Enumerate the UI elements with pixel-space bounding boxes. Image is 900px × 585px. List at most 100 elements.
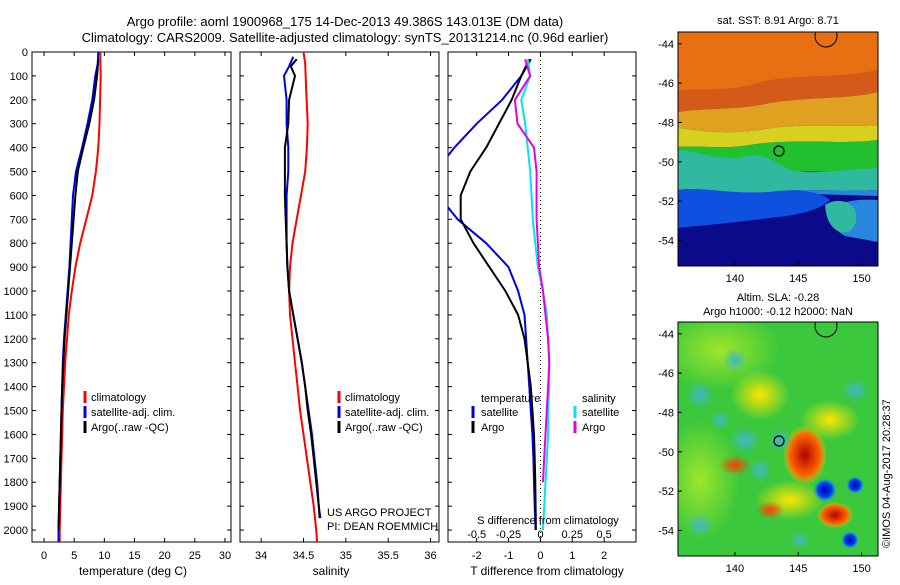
s-diff-tick-label: -0.5 [467,529,486,541]
sst-map-axes: 140 145 150 -44 -46 -48 -50 -52 -54 [658,39,871,285]
temperature-panel: 0 5 10 15 20 25 30 [32,51,231,562]
map-y-tick-label: -48 [658,117,674,129]
depth-tick-label: 1000 [4,286,28,298]
map-y-tick-label: -48 [658,407,674,419]
depth-tick-label: 1600 [4,429,28,441]
temperature-legend: climatology satellite-adj. clim. Argo(..… [83,391,175,434]
depth-tick-label: 700 [10,214,28,226]
x-tick-label: -1 [504,550,514,562]
map-y-tick-label: -44 [658,329,674,341]
series-line-temperature-argo [459,58,537,531]
s-diff-tick-label: -0.25 [496,529,521,541]
series-group [448,52,551,542]
sst-map-frame [677,31,879,267]
map-y-tick-label: -54 [658,235,674,247]
temperature-panel-frame [31,51,232,543]
depth-tick-label: 500 [10,167,28,179]
legend-label-s-satellite: satellite [582,407,619,419]
difference-panel: -2 -1 0 1 2 -0.5 -0.25 0 0.25 0.5 [448,51,636,562]
salinity-panel-frame [239,51,440,543]
depth-tick-label: 300 [10,119,28,131]
depth-tick-label: 1400 [4,382,28,394]
depth-tick-label: 600 [10,190,28,202]
series-line-argo-raw-qc- [57,59,100,531]
sst-map-title: sat. SST: 8.91 Argo: 8.71 [717,15,839,27]
depth-tick-label: 1100 [4,310,28,322]
s-diff-tick-label: 0 [537,529,543,541]
x-tick-label: 34.5 [293,550,314,562]
x-tick-label: -2 [472,550,482,562]
credit-text: US ARGO PROJECT [327,507,432,519]
map-y-tick-label: -52 [658,196,674,208]
x-tick-label: 35.5 [377,550,398,562]
sla-map-axes: 140 145 150 -44 -46 -48 -50 -52 -54 [658,329,871,575]
sla-map-subtitle: Argo h1000: -0.12 h2000: NaN [703,306,853,318]
legend-label-argo: Argo(..raw -QC) [91,422,169,434]
x-tick-label: 34 [255,550,267,562]
depth-tick-label: 100 [10,71,28,83]
x-tick-label: 30 [219,550,231,562]
x-tick-label: 36 [424,550,436,562]
x-tick-label: 25 [189,550,201,562]
sla-map-title: Altim. SLA: -0.28 [737,292,820,304]
depth-tick-label: 1300 [4,358,28,370]
sst-map-image [678,32,878,266]
map-y-tick-label: -50 [658,157,674,169]
x-tick-label: 10 [98,550,110,562]
s-difference-axis-label: S difference from climatology [477,515,619,527]
depth-axis-labels: 0 100 200 300 400 500 600 700 800 900 1000 1100 1200… [4,47,28,537]
map-y-tick-label: -46 [658,78,674,90]
map-x-tick-label: 140 [726,563,744,575]
series-line-argo-raw-qc- [283,58,321,519]
pi-text: PI: DEAN ROEMMICH [327,521,438,533]
x-tick-label: 20 [159,550,171,562]
x-tick-label: 5 [71,550,77,562]
map-x-tick-label: 145 [789,563,807,575]
legend-label-satellite: satellite-adj. clim. [91,407,175,419]
depth-tick-label: 2000 [4,525,28,537]
series-line-salinity-argo [513,58,551,483]
depth-tick-label: 800 [10,238,28,250]
legend-heading-salinity: salinity [582,393,616,405]
depth-tick-label: 200 [10,95,28,107]
map-x-tick-label: 150 [852,273,870,285]
series-line-climatology [58,52,102,542]
legend-label-t-argo: Argo [481,422,504,434]
profile-location-marker [773,435,785,447]
map-y-tick-label: -44 [658,39,674,51]
legend-label-s-argo: Argo [582,422,605,434]
depth-tick-label: 1900 [4,501,28,513]
depth-tick-label: 1700 [4,453,28,465]
s-diff-tick-label: 0.5 [596,529,611,541]
s-diff-tick-label: 0.25 [562,529,583,541]
map-x-tick-label: 150 [852,563,870,575]
sla-map-frame [677,321,879,557]
legend-label-climatology: climatology [345,392,401,404]
series-group [283,52,322,542]
x-tick-label: 0 [537,550,543,562]
legend-label-satellite: satellite-adj. clim. [345,407,429,419]
difference-panel-frame [447,51,637,543]
depth-tick-label: 400 [10,143,28,155]
depth-tick-label: 1200 [4,334,28,346]
legend-label-argo: Argo(..raw -QC) [345,422,423,434]
difference-legend: temperature satellite Argo salinity sate… [471,393,619,434]
x-tick-label: 35 [340,550,352,562]
map-y-tick-label: -52 [658,486,674,498]
timestamp-watermark: ©IMOS 04-Aug-2017 20:28:37 [881,399,893,548]
series-group [57,52,102,542]
salinity-axis-label: salinity [313,564,350,578]
figure-title: Argo profile: aoml 1900968_175 14-Dec-20… [127,14,564,29]
salinity-panel: 34 34.5 35 35.5 36 [240,51,439,562]
series-line-temperature-satellite [448,58,537,531]
t-difference-axis-label: T difference from climatology [470,564,624,578]
legend-label-climatology: climatology [91,392,147,404]
depth-tick-label: 0 [22,47,28,59]
profile-location-marker [773,145,785,157]
figure-subtitle: Climatology: CARS2009. Satellite-adjuste… [82,30,609,45]
sla-map-image [678,322,878,556]
x-tick-label: 1 [569,550,575,562]
depth-tick-label: 1800 [4,477,28,489]
